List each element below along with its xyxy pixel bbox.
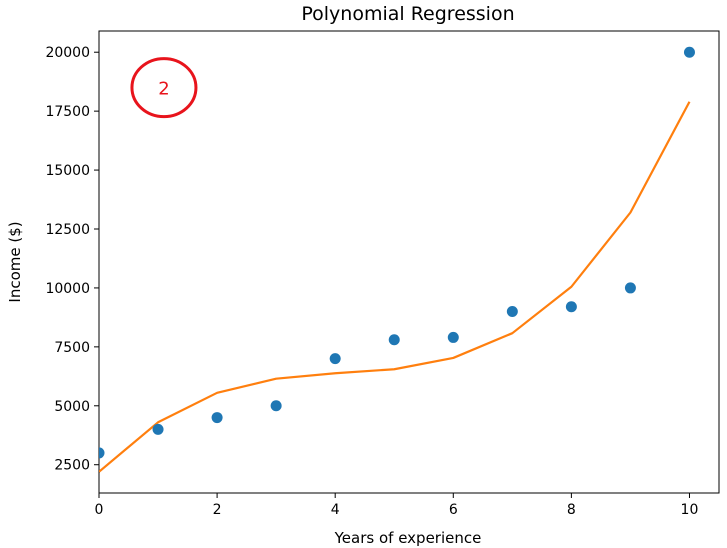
fit-line [99,101,691,473]
data-point [565,301,577,313]
data-point [683,46,695,58]
data-point [624,282,636,294]
x-tick-label: 10 [681,502,699,518]
x-tick-label: 4 [331,502,340,518]
y-tick-label: 15000 [45,163,90,179]
data-point [506,306,518,317]
annotation-label: 2 [158,79,169,100]
x-axis-label: Years of experience [334,529,482,547]
x-tick-label: 8 [567,502,576,518]
plot-area: 0 2 4 6 8 10 2500 5000 7500 10000 12500 15000 17500 2… [45,30,720,518]
data-point [329,353,341,365]
y-tick-label: 20000 [45,45,90,61]
y-tick-label: 12500 [45,222,90,238]
x-tick-label: 6 [449,502,458,518]
y-tick-label: 10000 [45,281,90,297]
x-tick-label: 2 [213,502,222,518]
data-point [99,447,105,459]
y-axis-label: Income ($) [6,221,24,302]
data-point [270,400,282,412]
plot-frame [98,30,720,494]
annotation-circle [130,57,198,119]
chart-title: Polynomial Regression [301,3,514,25]
x-tick-label: 0 [95,502,104,518]
y-tick-label: 5000 [54,399,90,415]
y-tick-label: 7500 [54,340,90,356]
y-tick-label: 2500 [54,458,90,474]
data-point [152,423,164,435]
data-point [388,334,400,346]
data-point [447,331,459,343]
data-point [211,412,223,424]
y-tick-label: 17500 [45,104,90,120]
